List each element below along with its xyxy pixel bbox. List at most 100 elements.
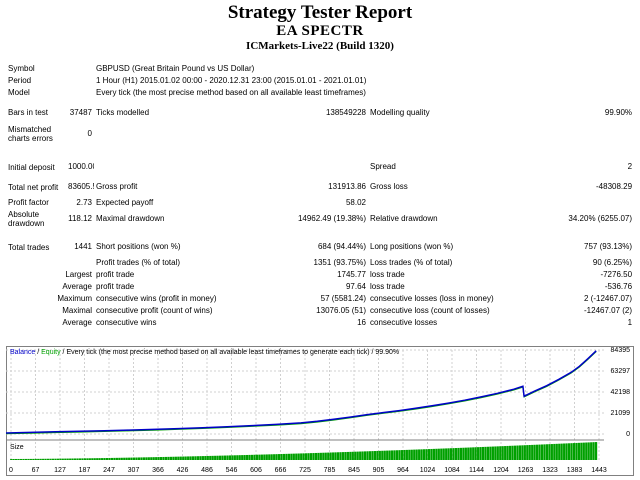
size-bar bbox=[567, 443, 571, 460]
maximal-label: Maximal bbox=[62, 306, 92, 315]
size-bar bbox=[184, 456, 187, 460]
size-bar bbox=[248, 454, 251, 460]
quality-value: 99.90% bbox=[604, 108, 633, 117]
size-bar bbox=[494, 446, 497, 460]
size-bar bbox=[437, 448, 440, 460]
size-bar bbox=[91, 458, 94, 460]
maximal-cons-loss-label: consecutive loss (count of losses) bbox=[370, 306, 490, 315]
size-bar bbox=[560, 443, 563, 460]
size-bar bbox=[464, 447, 467, 460]
size-bar bbox=[287, 453, 290, 460]
size-bar bbox=[51, 458, 55, 460]
size-bar bbox=[508, 445, 512, 460]
size-bar bbox=[577, 442, 580, 460]
size-bar bbox=[445, 448, 448, 460]
size-bar bbox=[142, 457, 146, 460]
size-bar bbox=[329, 452, 332, 460]
size-bar bbox=[526, 445, 529, 460]
gross-profit-label: Gross profit bbox=[96, 182, 138, 191]
size-bar bbox=[324, 452, 327, 460]
size-bar bbox=[241, 455, 244, 460]
size-bar bbox=[118, 457, 121, 460]
size-bar bbox=[395, 450, 399, 460]
size-bar bbox=[432, 448, 435, 460]
table-row: Initial deposit 1000.00 Spread 2 bbox=[6, 157, 634, 177]
server-info: ICMarkets-Live22 (Build 1320) bbox=[246, 40, 394, 52]
size-bar bbox=[427, 449, 431, 460]
spread-value: 2 bbox=[627, 162, 633, 171]
size-bar bbox=[504, 446, 507, 460]
x-tick-label: 1443 bbox=[591, 467, 607, 474]
size-bar bbox=[361, 451, 364, 460]
size-bar bbox=[528, 445, 531, 460]
x-tick-label: 1383 bbox=[567, 467, 583, 474]
size-bar bbox=[260, 454, 263, 460]
size-bar bbox=[211, 455, 214, 460]
maximum-label: Maximum bbox=[57, 294, 92, 303]
size-bar bbox=[209, 455, 212, 460]
size-bar bbox=[167, 456, 170, 460]
avg-cons-losses-label: consecutive losses bbox=[370, 318, 438, 327]
size-bar bbox=[24, 458, 28, 460]
size-bar bbox=[145, 457, 148, 460]
y-tick-label: 84395 bbox=[611, 347, 631, 354]
long-positions-value: 757 (93.13%) bbox=[584, 242, 633, 251]
size-bar bbox=[34, 458, 37, 460]
size-bar bbox=[314, 452, 318, 460]
expected-payoff-label: Expected payoff bbox=[96, 198, 154, 207]
gross-loss-label: Gross loss bbox=[370, 182, 408, 191]
x-tick-label: 1323 bbox=[542, 467, 558, 474]
ticks-value: 138549228 bbox=[325, 108, 366, 117]
size-bar bbox=[162, 456, 165, 460]
size-bar bbox=[400, 450, 404, 460]
legend-sep: / bbox=[35, 349, 41, 356]
symbol-label: Symbol bbox=[8, 64, 35, 73]
size-bar bbox=[54, 458, 57, 460]
size-bar bbox=[575, 442, 578, 460]
size-label: Size bbox=[10, 444, 24, 451]
size-bar bbox=[265, 454, 268, 460]
size-bar bbox=[442, 448, 445, 460]
size-bar bbox=[228, 455, 232, 460]
size-bar bbox=[420, 449, 423, 460]
size-bar bbox=[206, 455, 209, 460]
size-bar bbox=[105, 458, 109, 460]
size-bar bbox=[123, 457, 126, 460]
size-bar bbox=[137, 457, 141, 460]
size-bar bbox=[130, 457, 133, 460]
size-bar bbox=[317, 452, 320, 460]
size-bar bbox=[378, 450, 381, 460]
legend-desc: / Every tick (the most precise method ba… bbox=[61, 349, 400, 356]
table-row: Total net profit 83605.57 Gross profit 1… bbox=[6, 177, 634, 197]
size-bar bbox=[447, 448, 450, 460]
size-bar bbox=[115, 457, 118, 460]
size-bar bbox=[44, 458, 47, 460]
size-bar bbox=[285, 453, 288, 460]
x-tick-label: 964 bbox=[397, 467, 409, 474]
size-bar bbox=[386, 450, 389, 460]
size-bar bbox=[300, 453, 303, 460]
maximal-cons-profit-label: consecutive profit (count of wins) bbox=[96, 306, 213, 315]
size-bar bbox=[469, 447, 472, 460]
size-bar bbox=[540, 444, 544, 460]
size-bar bbox=[368, 451, 372, 460]
size-bar bbox=[295, 453, 298, 460]
size-bar bbox=[221, 455, 224, 460]
x-tick-label: 606 bbox=[250, 467, 262, 474]
y-tick-label: 21099 bbox=[611, 410, 631, 417]
size-bar bbox=[66, 458, 69, 460]
size-bar bbox=[585, 442, 588, 460]
size-bar bbox=[479, 447, 482, 460]
size-bar bbox=[238, 455, 241, 460]
size-bar bbox=[481, 446, 485, 460]
table-row: Average profit trade 97.64 loss trade -5… bbox=[6, 281, 634, 293]
size-bar bbox=[191, 456, 195, 460]
size-bar bbox=[565, 443, 568, 460]
size-bar bbox=[339, 452, 342, 460]
size-bar bbox=[381, 450, 384, 460]
y-tick-label: 0 bbox=[626, 431, 630, 438]
size-bar bbox=[452, 448, 455, 460]
size-bar bbox=[408, 449, 411, 460]
size-bar bbox=[570, 443, 573, 460]
size-bar bbox=[201, 456, 204, 460]
